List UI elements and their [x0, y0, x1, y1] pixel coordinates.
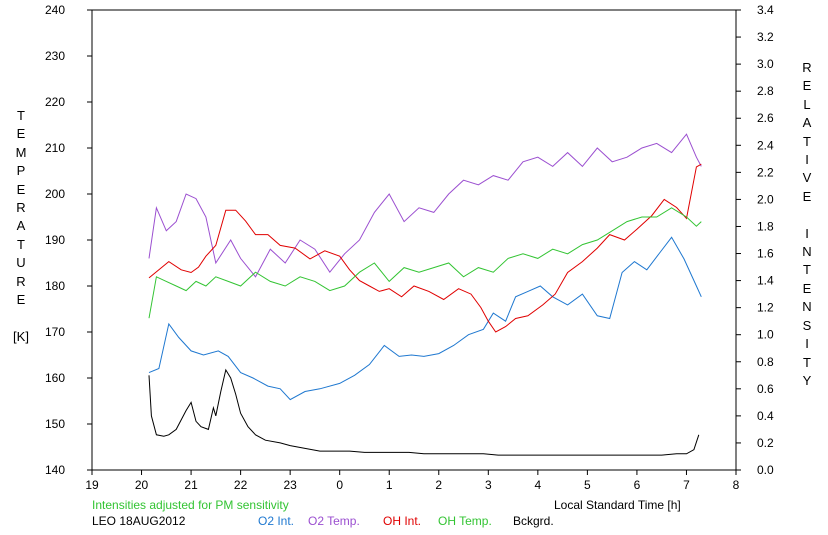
x-tick-label: 1	[386, 478, 393, 492]
y-left-label-letter: E	[16, 126, 26, 142]
y-left-tick-label: 200	[45, 187, 65, 201]
y-right-tick-label: 2.6	[757, 111, 774, 125]
series-line-oh-temp	[148, 207, 702, 319]
y-right-label-letter: E	[802, 188, 812, 204]
y-right-label-letter: A	[802, 115, 812, 131]
y-left-label-letter: P	[16, 163, 26, 179]
y-left-tick-label: 230	[45, 49, 65, 63]
y-left-tick-label: 180	[45, 279, 65, 293]
y-right-label-letter: N	[802, 299, 812, 315]
series-line-bckgrd	[148, 368, 700, 456]
y-right-tick-label: 0.0	[757, 463, 774, 477]
y-left-tick-label: 190	[45, 233, 65, 247]
series-line-o2-int	[148, 236, 702, 401]
y-right-label-letter: I	[805, 225, 809, 241]
y-left-label-letter: T	[17, 236, 25, 252]
y-right-label-letter: I	[805, 336, 809, 352]
y-right-tick-label: 2.4	[757, 138, 774, 152]
y-right-label-letter: I	[805, 152, 809, 168]
y-right-tick-label: 1.0	[757, 328, 774, 342]
y-left-tick-label: 170	[45, 325, 65, 339]
legend-o2-int: O2 Int.	[258, 514, 295, 528]
y-right-label-letter	[799, 206, 815, 224]
y-right-tick-label: 2.2	[757, 165, 774, 179]
y-right-label-letter: R	[802, 60, 812, 75]
y-right-tick-label: 3.4	[757, 3, 774, 17]
legend-bckgrd: Bckgrd.	[513, 514, 554, 528]
x-tick-label: 7	[683, 478, 690, 492]
x-tick-label: 5	[584, 478, 591, 492]
y-right-label-letter: T	[803, 354, 811, 370]
y-right-label-letter: T	[803, 262, 811, 278]
y-right-tick-label: 1.6	[757, 247, 774, 261]
x-tick-label: 0	[336, 478, 343, 492]
y-left-label-letter: T	[17, 108, 25, 123]
y-right-tick-label: 1.8	[757, 219, 774, 233]
y-right-label-letter: Y	[802, 372, 812, 388]
y-left-label-letter: E	[16, 181, 26, 197]
legend-oh-temp: OH Temp.	[438, 514, 492, 528]
sensitivity-note: Intensities adjusted for PM sensitivity	[92, 498, 289, 512]
x-tick-label: 8	[733, 478, 740, 492]
legend-oh-int: OH Int.	[383, 514, 422, 528]
x-tick-label: 22	[234, 478, 248, 492]
y-right-tick-label: 2.0	[757, 192, 774, 206]
series-line-o2-temp	[148, 133, 702, 278]
station-label: LEO 18AUG2012	[92, 514, 186, 528]
series-group	[148, 133, 702, 456]
y-right-tick-label: 0.6	[757, 382, 774, 396]
y-right-tick-label: 0.8	[757, 355, 774, 369]
plot-frame	[91, 9, 737, 471]
y-left-label-letter: E	[16, 292, 26, 308]
y-right-label-letter: S	[802, 317, 812, 333]
y-right-tick-label: 1.2	[757, 301, 774, 315]
x-tick-label: 6	[634, 478, 641, 492]
y-right-tick-label: 2.8	[757, 84, 774, 98]
y-left-tick-label: 220	[45, 95, 65, 109]
y-left-axis: 140 150 160 170 180 190 200 210 220 230 240	[45, 3, 92, 477]
x-tick-label: 3	[485, 478, 492, 492]
y-right-label-letter: L	[803, 96, 811, 112]
y-left-tick-label: 150	[45, 417, 65, 431]
y-left-label-letter: M	[15, 144, 27, 160]
x-tick-label: 21	[184, 478, 198, 492]
x-axis-label: Local Standard Time [h]	[554, 498, 681, 512]
y-right-label-letter: E	[802, 78, 812, 94]
y-left-label-letter: R	[16, 273, 26, 289]
y-right-tick-label: 1.4	[757, 274, 774, 288]
y-right-tick-label: 0.4	[757, 409, 774, 423]
x-tick-label: 2	[435, 478, 442, 492]
y-right-label-letter: N	[802, 244, 812, 260]
y-left-label-letter: R	[16, 200, 26, 216]
y-right-tick-label: 3.2	[757, 30, 774, 44]
y-left-tick-label: 210	[45, 141, 65, 155]
x-tick-label: 19	[85, 478, 99, 492]
y-left-label-letter: [K]	[13, 328, 29, 344]
y-left-label-letter: U	[16, 255, 26, 271]
y-left-tick-label: 140	[45, 463, 65, 477]
y-left-label-letter	[13, 309, 29, 327]
y-right-axis: 0.0 0.2 0.4 0.6 0.8 1.0 1.2 1.4 1.6 1.8 2.0 2.2 2.4 2…	[736, 3, 774, 477]
y-right-label-letter: T	[803, 133, 811, 149]
y-right-tick-label: 0.2	[757, 436, 774, 450]
y-left-tick-label: 160	[45, 371, 65, 385]
y-left-tick-label: 240	[45, 3, 65, 17]
x-tick-label: 20	[135, 478, 149, 492]
x-tick-label: 23	[283, 478, 297, 492]
x-tick-label: 4	[535, 478, 542, 492]
y-left-label-letter: A	[16, 218, 26, 234]
y-right-tick-label: 3.0	[757, 57, 774, 71]
x-axis: 19 20 21 22 23 0 1 2 3 4 5 6 7 8	[85, 470, 740, 492]
series-line-oh-int	[148, 163, 702, 333]
y-right-label-letter: V	[802, 170, 812, 186]
legend-o2-temp: O2 Temp.	[308, 514, 360, 528]
y-right-label-letter: E	[802, 280, 812, 296]
